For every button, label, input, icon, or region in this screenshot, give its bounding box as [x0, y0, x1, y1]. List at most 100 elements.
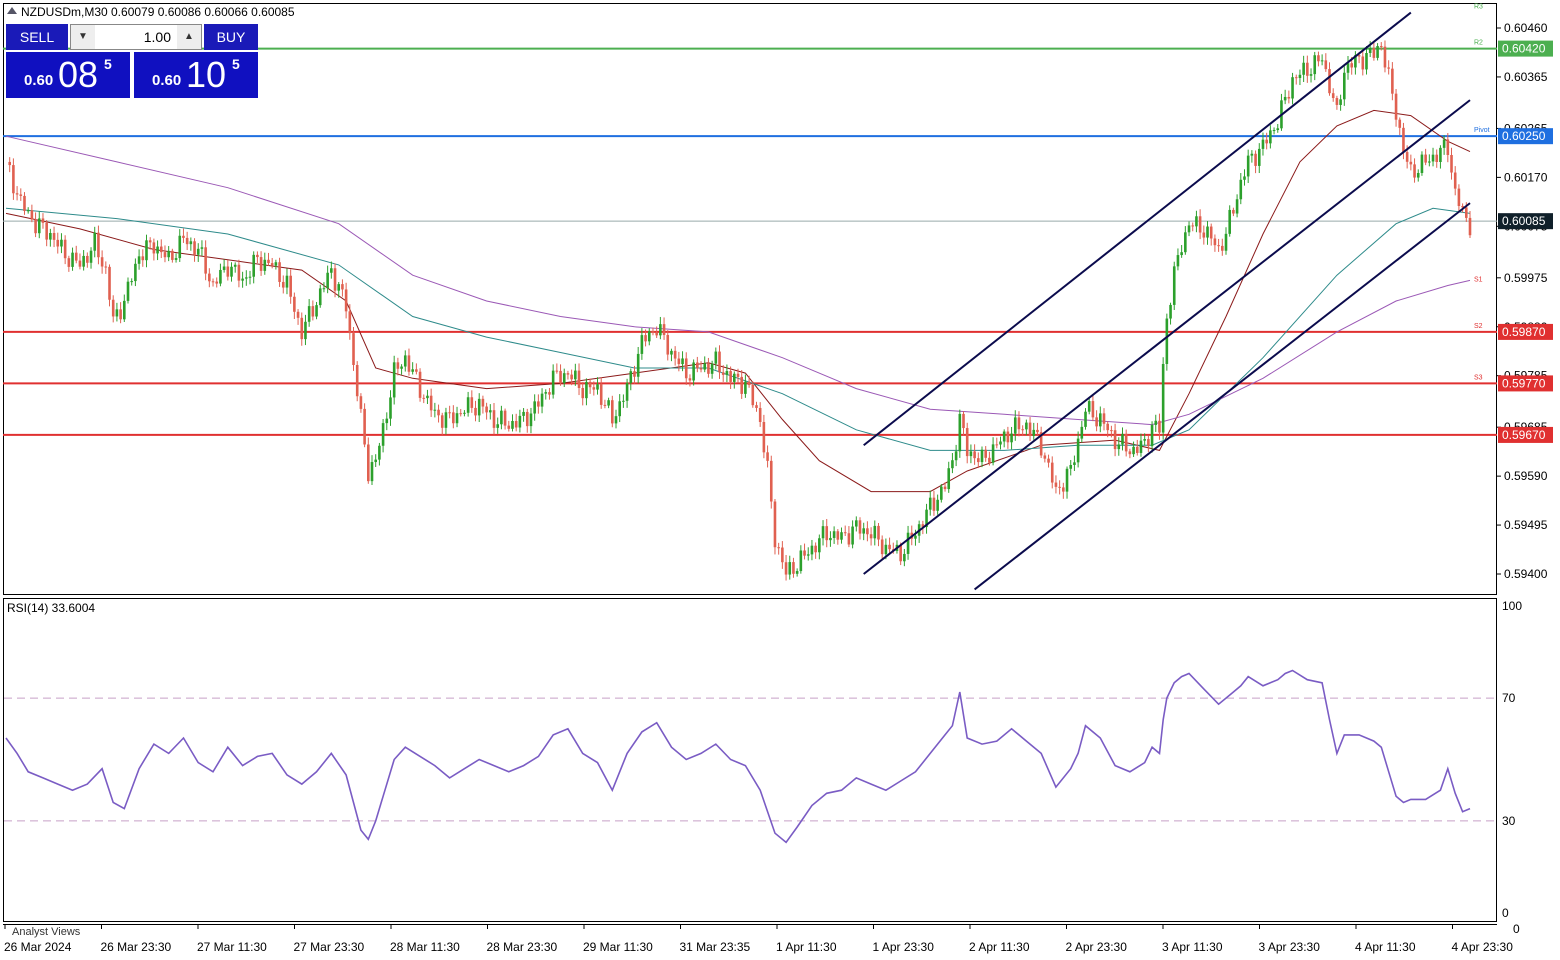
trend-channel[interactable] — [863, 11, 1471, 591]
candle-body — [625, 383, 629, 401]
candle-body — [267, 259, 270, 264]
candle-body — [1413, 164, 1416, 178]
candle-body — [825, 526, 829, 541]
candle-body — [400, 366, 403, 369]
candle-body — [463, 412, 466, 414]
candle-body — [196, 248, 200, 255]
candle-body — [611, 400, 614, 424]
candle-body — [440, 415, 444, 428]
candle-body — [843, 532, 847, 534]
candle-body — [219, 269, 222, 284]
buy-quote[interactable]: 0.60 10 5 — [134, 52, 258, 98]
candle-body — [1442, 139, 1446, 148]
rsi-tick-label: 100 — [1502, 599, 1522, 613]
candle-body — [1302, 62, 1305, 75]
candle-body — [333, 268, 337, 291]
candle-body — [63, 239, 67, 259]
candle-body — [241, 278, 244, 281]
candle-body — [1402, 127, 1405, 153]
candle-body — [980, 449, 984, 463]
candle-body — [707, 363, 710, 374]
candle-body — [548, 392, 551, 395]
increase-arrow-icon[interactable]: ▲ — [177, 25, 201, 49]
candle-body — [315, 305, 318, 317]
candle-body — [884, 544, 888, 555]
current-price-marker: 0.60085 — [1498, 213, 1553, 230]
candle-body — [30, 210, 34, 220]
candle-body — [681, 358, 684, 365]
candle-body — [433, 409, 437, 411]
candle-body — [119, 309, 122, 320]
candle-body — [1110, 430, 1113, 432]
candle-body — [37, 218, 41, 234]
candle-body — [108, 266, 111, 300]
candle-body — [185, 237, 189, 245]
candle-body — [300, 317, 304, 340]
candle-body — [452, 412, 455, 424]
candle-body — [330, 268, 333, 273]
candle-body — [1135, 446, 1139, 453]
candle-body — [448, 412, 451, 414]
candle-body — [477, 398, 481, 416]
decrease-arrow-icon[interactable]: ▼ — [71, 25, 95, 49]
candle-body — [1287, 96, 1291, 99]
time-axis: 26 Mar 2024 26 Mar 23:30 27 Mar 11:30 27 Ma… — [4, 924, 1513, 954]
level-price-box — [1498, 128, 1553, 145]
candle-body — [1132, 446, 1135, 455]
candle-body — [1165, 318, 1169, 364]
candle-body — [736, 373, 740, 377]
candle-body — [818, 538, 821, 553]
candle-body — [1073, 462, 1076, 465]
candle-body — [208, 273, 211, 282]
time-tick-label: 26 Mar 2024 — [4, 940, 72, 954]
candle-body — [12, 165, 15, 194]
candle-body — [385, 418, 389, 424]
candle-body — [1298, 74, 1302, 79]
candle-body — [1080, 426, 1084, 439]
candle-body — [1191, 225, 1195, 227]
candle-body — [714, 351, 718, 364]
candle-body — [263, 259, 267, 271]
candle-body — [688, 378, 692, 381]
candle-body — [862, 528, 865, 534]
candle-body — [1328, 69, 1331, 94]
candle-body — [1213, 238, 1217, 246]
candle-body — [1335, 98, 1339, 105]
candle-body — [145, 240, 148, 261]
collapse-icon[interactable] — [7, 7, 17, 14]
buy-button[interactable]: BUY — [204, 24, 258, 50]
quantity-stepper[interactable]: ▼ 1.00 ▲ — [70, 24, 202, 50]
candle-body — [836, 531, 840, 540]
candle-body — [1457, 188, 1461, 206]
candle-body — [710, 363, 714, 374]
candle-body — [1102, 413, 1106, 424]
candle-body — [1354, 55, 1357, 68]
candle-body — [93, 232, 97, 251]
time-tick-label: 4 Apr 11:30 — [1355, 940, 1416, 954]
candle-body — [662, 324, 666, 335]
candle-body — [1232, 209, 1235, 214]
candle-body — [489, 410, 492, 413]
candle-body — [851, 526, 854, 545]
candle-body — [492, 410, 496, 428]
sell-button[interactable]: SELL — [6, 24, 68, 50]
candle-body — [1416, 173, 1420, 178]
sell-quote[interactable]: 0.60 08 5 — [6, 52, 130, 98]
buy-price-prefix: 0.60 — [152, 72, 182, 89]
candle-body — [1276, 128, 1280, 131]
candle-body — [1187, 225, 1191, 233]
candle-body — [566, 373, 570, 375]
candle-body — [174, 258, 178, 260]
price-tick-label: 0.59400 — [1504, 567, 1548, 581]
quantity-value[interactable]: 1.00 — [143, 29, 171, 45]
candle-body — [1147, 439, 1150, 447]
candle-body — [100, 257, 104, 267]
candle-body — [806, 554, 810, 556]
candle-body — [259, 257, 263, 271]
candle-body — [1283, 96, 1287, 101]
candle-body — [211, 281, 215, 283]
candle-body — [1450, 154, 1453, 173]
symbol-info: NZDUSDm,M30 0.60079 0.60086 0.60066 0.60… — [21, 5, 295, 19]
candle-body — [858, 520, 862, 534]
